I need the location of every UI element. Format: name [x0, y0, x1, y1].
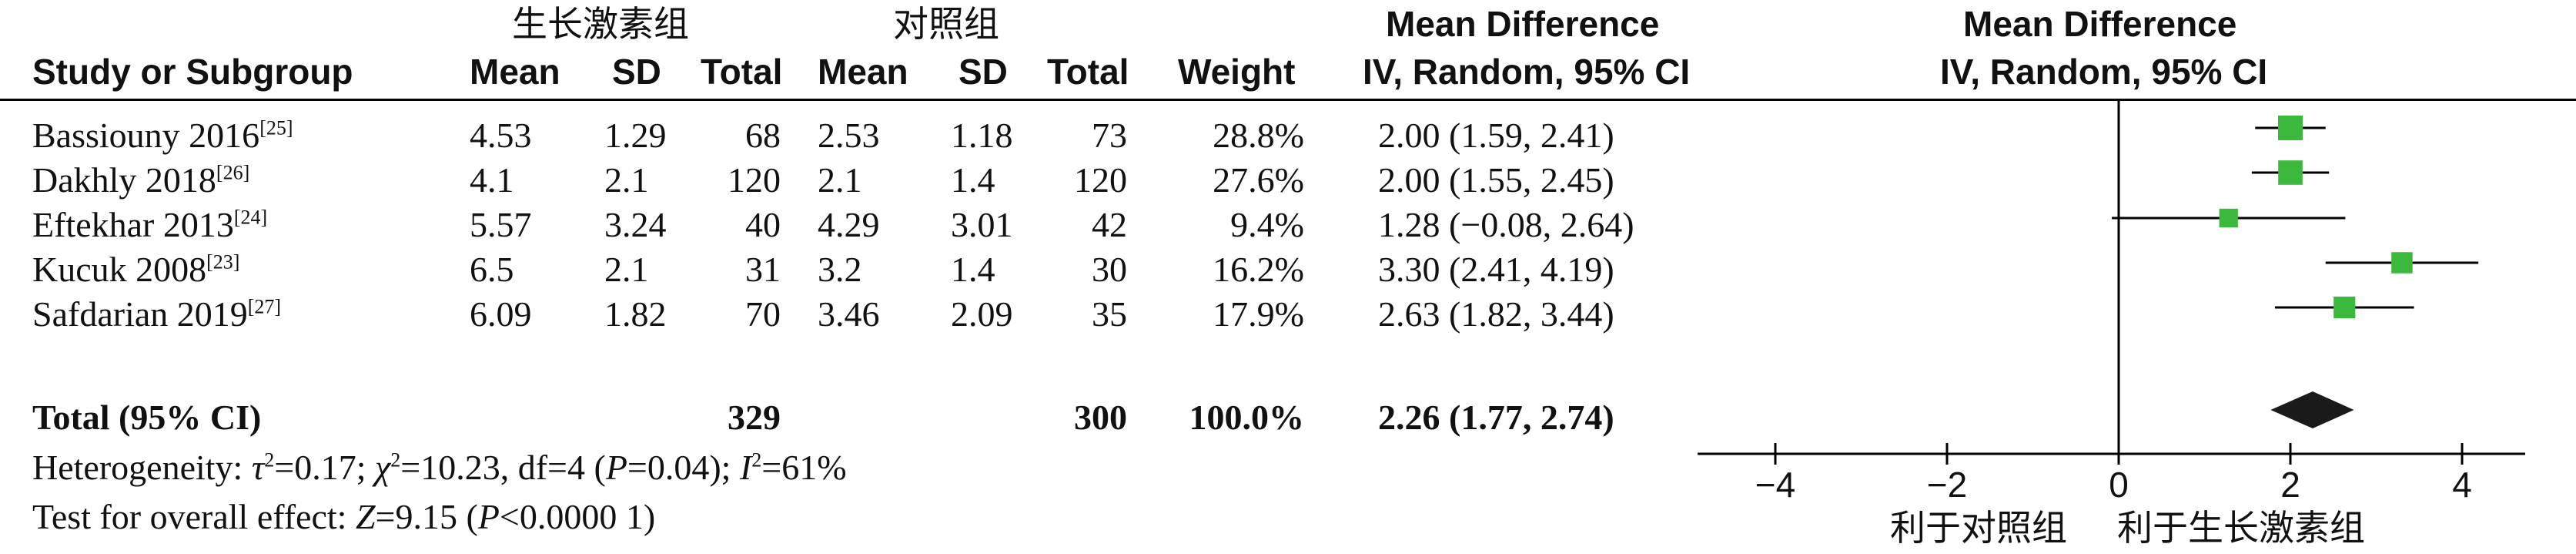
ci-text-cell: 2.00 (1.55, 2.45) [1378, 160, 1614, 200]
col-header-mean-treatment: Mean [470, 52, 560, 92]
x-tick-label: 0 [2109, 465, 2129, 505]
total-n-treatment: 329 [728, 398, 781, 437]
mean-control-cell: 3.2 [818, 250, 862, 289]
x-tick-label: 4 [2452, 465, 2472, 505]
favours-treatment-label: 利于生长激素组 [2117, 507, 2365, 549]
n-control-cell: 73 [1092, 116, 1127, 155]
col-header-total-control: Total [1047, 52, 1129, 92]
study-name: Dakhly 2018[26] [32, 163, 249, 198]
study-name-text: Bassiouny 2016 [32, 116, 260, 155]
sd-control-cell: 3.01 [951, 205, 1013, 244]
n-control-cell: 120 [1074, 160, 1127, 200]
effect-marker [2333, 296, 2356, 319]
mean-treatment-cell: 4.1 [470, 160, 514, 200]
header-rule [0, 99, 2576, 101]
n-treatment-cell: 120 [728, 160, 781, 200]
col-header-weight: Weight [1178, 52, 1296, 92]
study-name-text: Kucuk 2008 [32, 250, 207, 289]
mean-control-cell: 2.1 [818, 160, 862, 200]
sd-treatment-cell: 1.82 [604, 294, 667, 334]
group-header-control: 对照组 [893, 3, 999, 45]
plot-header-method: IV, Random, 95% CI [1940, 52, 2268, 92]
x-tick-label: −4 [1755, 465, 1795, 505]
study-name: Bassiouny 2016[25] [32, 118, 293, 153]
mean-control-cell: 3.46 [818, 294, 880, 334]
sd-treatment-cell: 3.24 [604, 205, 667, 244]
sd-control-cell: 2.09 [951, 294, 1013, 334]
study-reference: [26] [216, 161, 250, 184]
ci-text-cell: 3.30 (2.41, 4.19) [1378, 250, 1614, 289]
study-name: Eftekhar 2013[24] [32, 207, 267, 243]
study-name-text: Dakhly 2018 [32, 160, 216, 200]
n-control-cell: 30 [1092, 250, 1127, 289]
effect-marker [2278, 160, 2303, 185]
total-n-control: 300 [1074, 398, 1127, 437]
sd-treatment-cell: 2.1 [604, 250, 649, 289]
ci-text-cell: 2.63 (1.82, 3.44) [1378, 294, 1614, 334]
mean-treatment-cell: 4.53 [470, 116, 532, 155]
study-name-text: Eftekhar 2013 [32, 205, 234, 244]
n-treatment-cell: 68 [745, 116, 781, 155]
x-tick-label: 2 [2280, 465, 2300, 505]
study-reference: [25] [259, 116, 293, 139]
pooled-diamond [2270, 391, 2354, 428]
weight-cell: 9.4% [1230, 205, 1304, 244]
n-control-cell: 35 [1092, 294, 1127, 334]
effect-marker [2219, 208, 2238, 228]
effect-marker [2278, 116, 2303, 140]
x-tick-label: −2 [1927, 465, 1967, 505]
mean-treatment-cell: 5.57 [470, 205, 532, 244]
sd-control-cell: 1.18 [951, 116, 1013, 155]
weight-cell: 16.2% [1213, 250, 1304, 289]
group-header-treatment: 生长激素组 [512, 3, 689, 45]
total-label: Total (95% CI) [32, 398, 262, 437]
study-name-text: Safdarian 2019 [32, 294, 248, 334]
study-name: Kucuk 2008[23] [32, 252, 239, 287]
mean-treatment-cell: 6.09 [470, 294, 532, 334]
overall-effect-text: Test for overall effect: Z=9.15 (P<0.000… [32, 497, 656, 536]
ci-text-cell: 1.28 (−0.08, 2.64) [1378, 205, 1634, 244]
total-weight: 100.0% [1189, 398, 1305, 437]
favours-control-label: 利于对照组 [1890, 507, 2067, 549]
sd-control-cell: 1.4 [951, 250, 995, 289]
heterogeneity-text: Heterogeneity: τ2=0.17; χ2=10.23, df=4 (… [32, 448, 847, 487]
col-header-sd-control: SD [958, 52, 1008, 92]
col-header-md-title: Mean Difference [1386, 4, 1660, 44]
study-reference: [23] [206, 250, 240, 274]
total-ci-text: 2.26 (1.77, 2.74) [1378, 398, 1614, 437]
col-header-mean-control: Mean [818, 52, 908, 92]
weight-cell: 28.8% [1213, 116, 1304, 155]
n-control-cell: 42 [1092, 205, 1127, 244]
mean-control-cell: 2.53 [818, 116, 880, 155]
study-reference: [24] [233, 206, 268, 229]
n-treatment-cell: 70 [745, 294, 781, 334]
sd-control-cell: 1.4 [951, 160, 995, 200]
study-name: Safdarian 2019[27] [32, 297, 281, 332]
n-treatment-cell: 40 [745, 205, 781, 244]
col-header-study: Study or Subgroup [32, 52, 353, 92]
plot-header-title: Mean Difference [1963, 4, 2237, 44]
sd-treatment-cell: 2.1 [604, 160, 649, 200]
sd-treatment-cell: 1.29 [604, 116, 667, 155]
mean-control-cell: 4.29 [818, 205, 880, 244]
effect-marker [2391, 252, 2413, 274]
col-header-total-treatment: Total [701, 52, 783, 92]
ci-text-cell: 2.00 (1.59, 2.41) [1378, 116, 1614, 155]
col-header-sd-treatment: SD [612, 52, 661, 92]
n-treatment-cell: 31 [745, 250, 781, 289]
weight-cell: 17.9% [1213, 294, 1304, 334]
col-header-md-method: IV, Random, 95% CI [1363, 52, 1691, 92]
study-reference: [27] [247, 295, 282, 318]
mean-treatment-cell: 6.5 [470, 250, 514, 289]
weight-cell: 27.6% [1213, 160, 1304, 200]
